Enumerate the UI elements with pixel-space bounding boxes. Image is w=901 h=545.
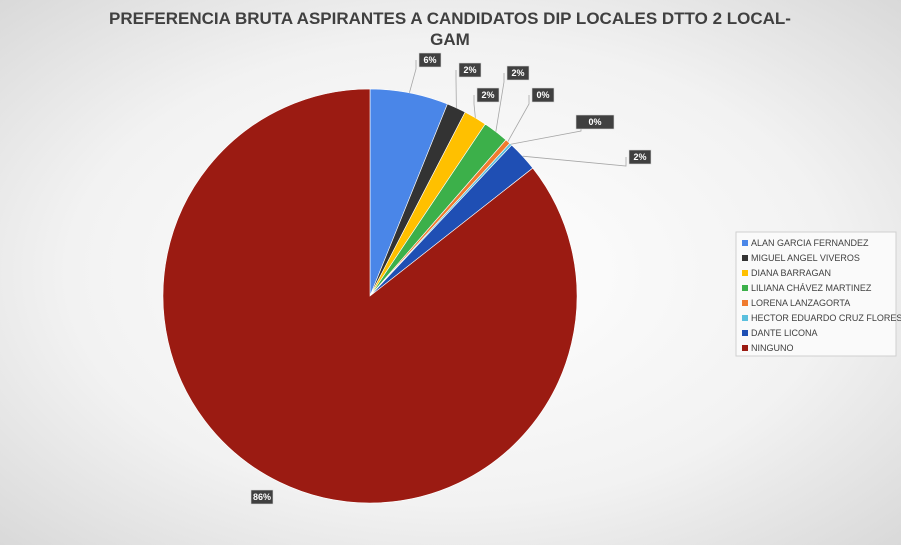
data-label: 6%: [423, 55, 436, 65]
legend-label: ALAN GARCIA FERNANDEZ: [751, 238, 869, 248]
data-label: 0%: [536, 90, 549, 100]
pie-slice: [162, 88, 578, 504]
legend-label: MIGUEL ANGEL VIVEROS: [751, 253, 860, 263]
label-box: [418, 52, 442, 68]
label-box: [575, 114, 615, 130]
data-label: 2%: [481, 90, 494, 100]
data-label: 2%: [463, 65, 476, 75]
leader-line: [495, 73, 505, 132]
leader-line: [522, 155, 627, 167]
legend-label: LILIANA CHÁVEZ MARTINEZ: [751, 283, 872, 293]
legend-label: DIANA BARRAGAN: [751, 268, 831, 278]
legend-label: DANTE LICONA: [751, 328, 818, 338]
label-box: [476, 87, 500, 103]
leader-line: [473, 95, 476, 118]
label-box: [531, 87, 555, 103]
label-box: [506, 65, 530, 81]
data-label: 0%: [588, 117, 601, 127]
label-box: [628, 149, 652, 165]
legend-swatch: [742, 330, 748, 336]
legend-label: NINGUNO: [751, 343, 794, 353]
legend-swatch: [742, 315, 748, 321]
legend-label: HECTOR EDUARDO CRUZ FLORES: [751, 313, 901, 323]
data-label: 2%: [511, 68, 524, 78]
leader-line: [507, 95, 530, 142]
legend-swatch: [742, 285, 748, 291]
label-box: [458, 62, 482, 78]
legend-swatch: [742, 270, 748, 276]
legend-swatch: [742, 300, 748, 306]
data-label: 2%: [633, 152, 646, 162]
legend-swatch: [742, 345, 748, 351]
legend-swatch: [742, 255, 748, 261]
leader-line: [409, 60, 417, 93]
legend-box: [735, 231, 897, 357]
label-box: [250, 489, 274, 505]
leader-line: [510, 122, 582, 145]
data-label: 86%: [253, 492, 271, 502]
legend-swatch: [742, 240, 748, 246]
chart-title: PREFERENCIA BRUTA ASPIRANTES A CANDIDATO…: [109, 9, 791, 49]
legend-label: LORENA LANZAGORTA: [751, 298, 850, 308]
